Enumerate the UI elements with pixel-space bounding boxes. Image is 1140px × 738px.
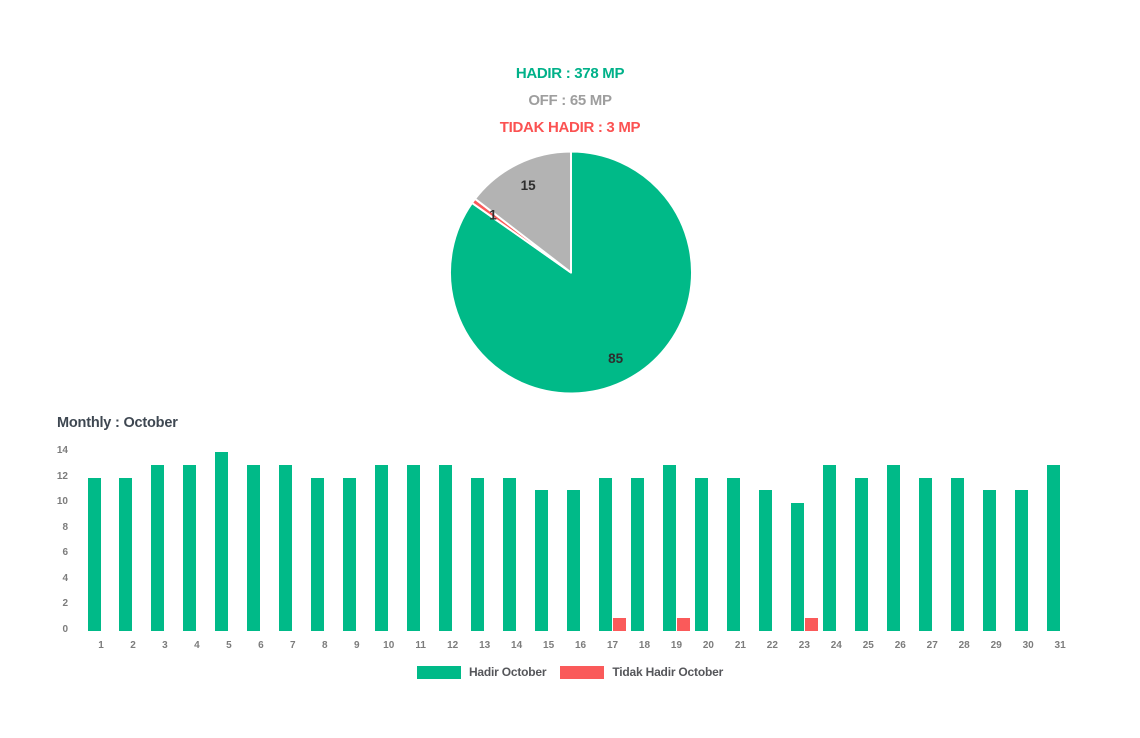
bar-tidak-hadir-day-17 <box>613 617 627 631</box>
bar-hadir-day-16 <box>567 490 581 631</box>
bar-hadir-day-31 <box>1046 464 1060 631</box>
pie-chart: 85 1 15 <box>449 150 693 395</box>
x-axis-tick-5: 5 <box>226 640 232 651</box>
y-axis-tick-0: 0 <box>62 623 68 635</box>
y-axis-tick-4: 4 <box>62 572 68 584</box>
y-axis-tick-10: 10 <box>56 496 68 507</box>
x-axis-tick-25: 25 <box>862 640 874 651</box>
pie-value-label-tidak-hadir: 1 <box>489 208 497 223</box>
x-axis-tick-2: 2 <box>130 640 136 651</box>
x-axis-tick-10: 10 <box>383 640 395 651</box>
pie-value-label-off: 15 <box>521 178 537 193</box>
bar-hadir-day-10 <box>375 464 389 631</box>
bar-hadir-day-11 <box>407 464 421 631</box>
y-axis-tick-6: 6 <box>62 547 68 558</box>
bar-hadir-day-22 <box>758 490 772 631</box>
legend-label-tidak-hadir-october: Tidak Hadir October <box>612 665 724 679</box>
bar-hadir-day-23 <box>790 503 804 631</box>
bar-hadir-day-21 <box>726 477 740 631</box>
bar-hadir-day-4 <box>183 464 197 631</box>
bar-hadir-day-13 <box>471 477 485 631</box>
x-axis-tick-8: 8 <box>322 640 328 651</box>
legend-item-hadir-october[interactable]: Hadir October <box>416 665 547 679</box>
x-axis-tick-15: 15 <box>543 640 555 651</box>
bar-hadir-day-30 <box>1014 490 1028 631</box>
bar-hadir-day-24 <box>822 464 836 631</box>
legend-label-hadir-october: Hadir October <box>468 665 547 679</box>
bar-hadir-day-18 <box>630 477 644 631</box>
bar-hadir-day-14 <box>503 477 517 631</box>
legend-item-tidak-hadir-october[interactable]: Tidak Hadir October <box>560 665 723 679</box>
x-axis-tick-31: 31 <box>1054 640 1066 651</box>
x-axis-tick-6: 6 <box>258 640 264 651</box>
y-axis-tick-14: 14 <box>56 445 68 456</box>
x-axis-tick-20: 20 <box>702 640 714 651</box>
legend-swatch-hadir-october <box>416 665 461 679</box>
bar-hadir-day-8 <box>311 477 325 631</box>
x-axis-tick-30: 30 <box>1022 640 1034 651</box>
bar-hadir-day-19 <box>662 464 676 631</box>
x-axis-tick-28: 28 <box>958 640 970 651</box>
x-axis-tick-18: 18 <box>638 640 651 651</box>
x-axis-tick-22: 22 <box>766 640 778 651</box>
hadir-total-label: HADIR : 378 MP <box>515 65 625 82</box>
x-axis-tick-29: 29 <box>990 640 1002 651</box>
x-axis-tick-14: 14 <box>511 640 523 651</box>
bar-hadir-day-29 <box>982 490 996 631</box>
x-axis-tick-9: 9 <box>353 640 360 651</box>
summary-header: HADIR : 378 MP OFF : 65 MP TIDAK HADIR :… <box>320 60 820 141</box>
y-axis-tick-12: 12 <box>56 470 68 482</box>
x-axis-tick-16: 16 <box>574 640 587 651</box>
bar-hadir-day-15 <box>535 490 549 631</box>
x-axis-tick-4: 4 <box>194 640 200 651</box>
bar-hadir-day-2 <box>119 477 133 631</box>
bar-hadir-day-26 <box>886 464 900 631</box>
bar-tidak-hadir-day-23 <box>804 617 818 631</box>
x-axis-tick-13: 13 <box>479 640 491 651</box>
x-axis-tick-11: 11 <box>415 640 426 651</box>
x-axis-tick-12: 12 <box>447 640 459 651</box>
x-axis-tick-27: 27 <box>926 640 938 651</box>
bar-hadir-day-17 <box>599 477 613 631</box>
off-total-label: OFF : 65 MP <box>528 92 612 109</box>
x-axis-tick-23: 23 <box>798 640 810 651</box>
pie-value-label-hadir: 85 <box>608 351 624 366</box>
bar-hadir-day-5 <box>215 452 229 631</box>
bar-chart-title: Monthly : October <box>57 415 178 431</box>
bar-hadir-day-28 <box>950 477 964 631</box>
pie-slice-off <box>474 150 572 274</box>
x-axis-tick-1: 1 <box>98 640 104 651</box>
bar-hadir-day-20 <box>694 477 708 631</box>
bar-tidak-hadir-day-19 <box>676 617 690 631</box>
y-axis-tick-8: 8 <box>62 521 68 533</box>
bar-hadir-day-9 <box>343 477 357 631</box>
legend-swatch-tidak-hadir-october <box>560 665 605 679</box>
x-axis-tick-19: 19 <box>670 640 683 651</box>
bar-hadir-day-7 <box>279 464 293 631</box>
tidak-hadir-total-label: TIDAK HADIR : 3 MP <box>499 119 641 136</box>
x-axis-tick-26: 26 <box>894 640 906 651</box>
bar-hadir-day-27 <box>918 477 932 631</box>
x-axis-tick-7: 7 <box>290 640 296 651</box>
y-axis-tick-2: 2 <box>62 598 68 609</box>
bar-hadir-day-25 <box>854 477 868 631</box>
chart-legend: Hadir October Tidak Hadir October <box>0 665 1140 679</box>
bar-hadir-day-12 <box>439 464 453 631</box>
x-axis-tick-21: 21 <box>734 640 746 651</box>
x-axis-tick-24: 24 <box>830 640 842 651</box>
x-axis-tick-3: 3 <box>162 640 168 651</box>
bar-hadir-day-1 <box>87 477 101 631</box>
x-axis-tick-17: 17 <box>606 640 619 651</box>
bar-hadir-day-3 <box>151 464 165 631</box>
bar-hadir-day-6 <box>247 464 261 631</box>
